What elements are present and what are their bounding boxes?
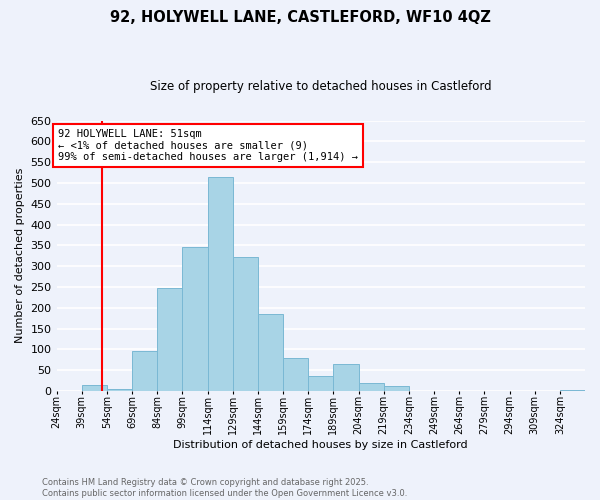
- Title: Size of property relative to detached houses in Castleford: Size of property relative to detached ho…: [150, 80, 491, 93]
- Text: 92, HOLYWELL LANE, CASTLEFORD, WF10 4QZ: 92, HOLYWELL LANE, CASTLEFORD, WF10 4QZ: [110, 10, 490, 25]
- Text: 92 HOLYWELL LANE: 51sqm
← <1% of detached houses are smaller (9)
99% of semi-det: 92 HOLYWELL LANE: 51sqm ← <1% of detache…: [58, 129, 358, 162]
- Bar: [258, 314, 283, 391]
- Bar: [283, 358, 308, 391]
- Bar: [182, 247, 208, 391]
- Bar: [560, 390, 585, 391]
- X-axis label: Distribution of detached houses by size in Castleford: Distribution of detached houses by size …: [173, 440, 468, 450]
- Bar: [157, 288, 182, 391]
- Bar: [82, 384, 107, 391]
- Bar: [334, 364, 359, 391]
- Bar: [233, 256, 258, 391]
- Bar: [308, 376, 334, 391]
- Bar: [359, 382, 383, 391]
- Bar: [132, 351, 157, 391]
- Y-axis label: Number of detached properties: Number of detached properties: [15, 168, 25, 344]
- Bar: [383, 386, 409, 391]
- Bar: [208, 176, 233, 391]
- Text: Contains HM Land Registry data © Crown copyright and database right 2025.
Contai: Contains HM Land Registry data © Crown c…: [42, 478, 407, 498]
- Bar: [107, 389, 132, 391]
